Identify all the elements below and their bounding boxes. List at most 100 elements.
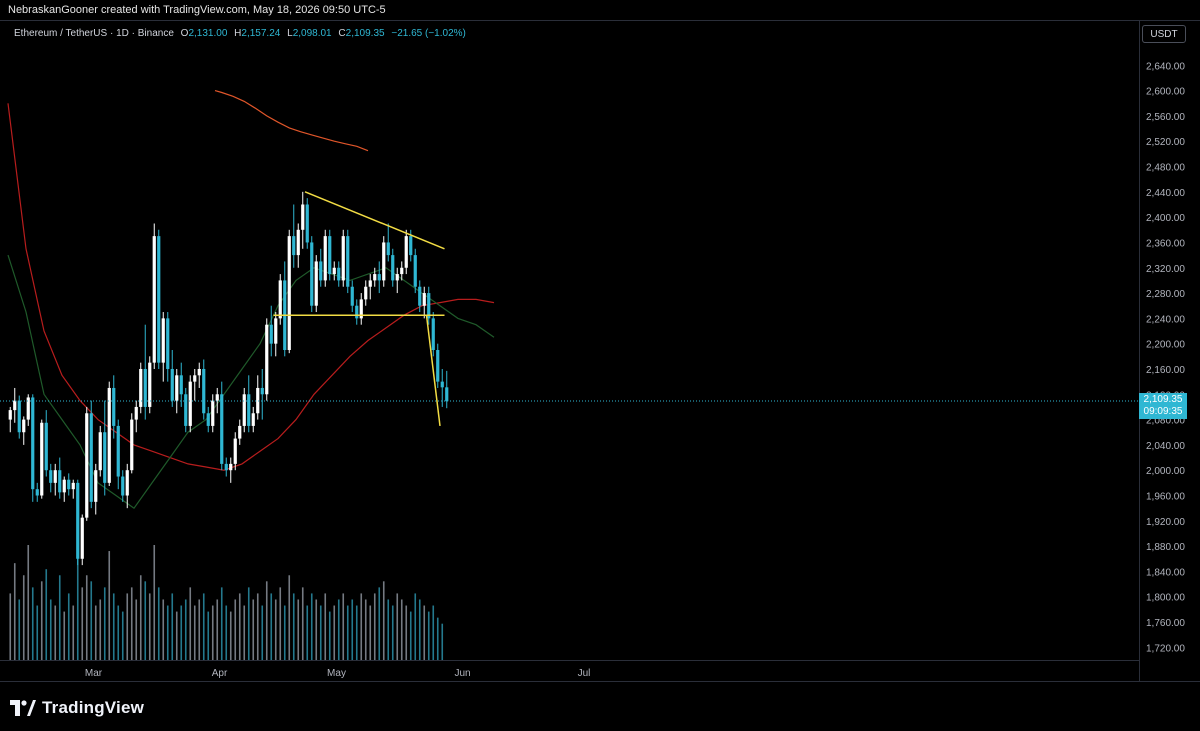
y-tick-label: 2,640.00 <box>1146 61 1185 72</box>
candle-body <box>364 286 368 300</box>
volume-bar <box>297 599 300 660</box>
currency-button[interactable]: USDT <box>1142 25 1186 43</box>
candle-body <box>305 204 309 243</box>
close-value: 2,109.35 <box>345 28 385 39</box>
volume-bar <box>328 611 331 660</box>
y-tick-label: 2,400.00 <box>1146 213 1185 224</box>
y-tick-label: 1,960.00 <box>1146 492 1185 503</box>
volume-bar <box>261 605 264 660</box>
volume-bar <box>58 575 61 660</box>
candle-body <box>76 482 80 559</box>
candle-body <box>143 368 147 407</box>
candle-body <box>130 419 134 471</box>
volume-bar <box>90 581 93 660</box>
change-value: −21.65 (−1.02%) <box>391 28 466 39</box>
candle-body <box>62 479 66 493</box>
candle-body <box>13 400 17 411</box>
candle-body <box>161 318 165 363</box>
volume-bar <box>274 599 277 660</box>
candle-body <box>409 236 413 256</box>
y-tick-label: 2,360.00 <box>1146 238 1185 249</box>
candle-body <box>184 394 188 426</box>
candle-body <box>251 413 255 426</box>
y-tick-label: 2,080.00 <box>1146 416 1185 427</box>
candle-body <box>310 242 314 306</box>
volume-bar <box>243 605 246 660</box>
candle-body <box>148 362 152 407</box>
candle-body <box>89 413 93 502</box>
candle-body <box>134 406 138 420</box>
volume-bar <box>157 587 160 660</box>
volume-bar <box>108 551 111 660</box>
candle-body <box>85 413 89 518</box>
y-tick-label: 2,560.00 <box>1146 112 1185 123</box>
volume-bar <box>81 587 84 660</box>
volume-bar <box>45 569 48 660</box>
candle-body <box>247 394 251 426</box>
price-axis-separator <box>1139 20 1140 682</box>
y-tick-label: 1,920.00 <box>1146 517 1185 528</box>
volume-bar <box>369 605 372 660</box>
last-price-value: 2,109.35 <box>1143 394 1183 406</box>
candle-body <box>422 293 426 306</box>
y-tick-label: 2,240.00 <box>1146 314 1185 325</box>
volume-bar <box>405 605 408 660</box>
candle-body <box>107 387 111 483</box>
volume-bar <box>144 581 147 660</box>
candle-body <box>17 400 21 433</box>
candle-body <box>170 368 174 401</box>
candle-body <box>53 470 57 483</box>
low-label: L <box>287 28 293 39</box>
volume-bar <box>427 611 430 660</box>
volume-bar <box>148 593 151 660</box>
y-tick-label: 2,600.00 <box>1146 87 1185 98</box>
candle-body <box>103 432 107 483</box>
candle-body <box>175 375 179 401</box>
candle-body <box>368 280 372 287</box>
volume-bar <box>283 605 286 660</box>
candle-body <box>296 229 300 256</box>
candle-body <box>139 368 143 407</box>
candle-body <box>350 286 354 306</box>
volume-bar <box>414 593 417 660</box>
volume-bar <box>54 605 57 660</box>
candle-body <box>314 261 318 306</box>
volume-bar <box>67 593 70 660</box>
volume-bar <box>400 599 403 660</box>
volume-bar <box>270 593 273 660</box>
tradingview-logo-icon <box>10 700 36 716</box>
low-value: 2,098.01 <box>292 28 332 39</box>
candle-body <box>260 387 264 395</box>
candle-body <box>193 375 197 382</box>
tradingview-logo[interactable]: TradingView <box>10 698 144 718</box>
candle-body <box>323 236 327 281</box>
high-label: H <box>234 28 242 39</box>
candle-body <box>440 381 444 388</box>
candle-body <box>220 394 224 464</box>
volume-bar <box>220 587 223 660</box>
volume-bar <box>175 611 178 660</box>
y-tick-label: 1,880.00 <box>1146 542 1185 553</box>
volume-bar <box>364 599 367 660</box>
candle-body <box>112 387 116 426</box>
y-tick-label: 1,800.00 <box>1146 593 1185 604</box>
volume-bar <box>360 593 363 660</box>
candle-body <box>319 261 323 281</box>
candle-body <box>215 394 219 401</box>
candle-body <box>58 470 62 493</box>
candle-body <box>229 463 233 471</box>
volume-bar <box>351 599 354 660</box>
volume-bar <box>441 623 444 660</box>
volume-bar <box>423 605 426 660</box>
volume-bar <box>387 599 390 660</box>
volume-bar <box>130 587 133 660</box>
volume-bar <box>292 593 295 660</box>
candle-body <box>35 489 39 496</box>
y-tick-label: 1,720.00 <box>1146 643 1185 654</box>
candle-body <box>238 425 242 439</box>
volume-bar <box>63 611 66 660</box>
candle-body <box>341 236 345 281</box>
candle-body <box>328 236 332 275</box>
volume-bar <box>234 599 237 660</box>
